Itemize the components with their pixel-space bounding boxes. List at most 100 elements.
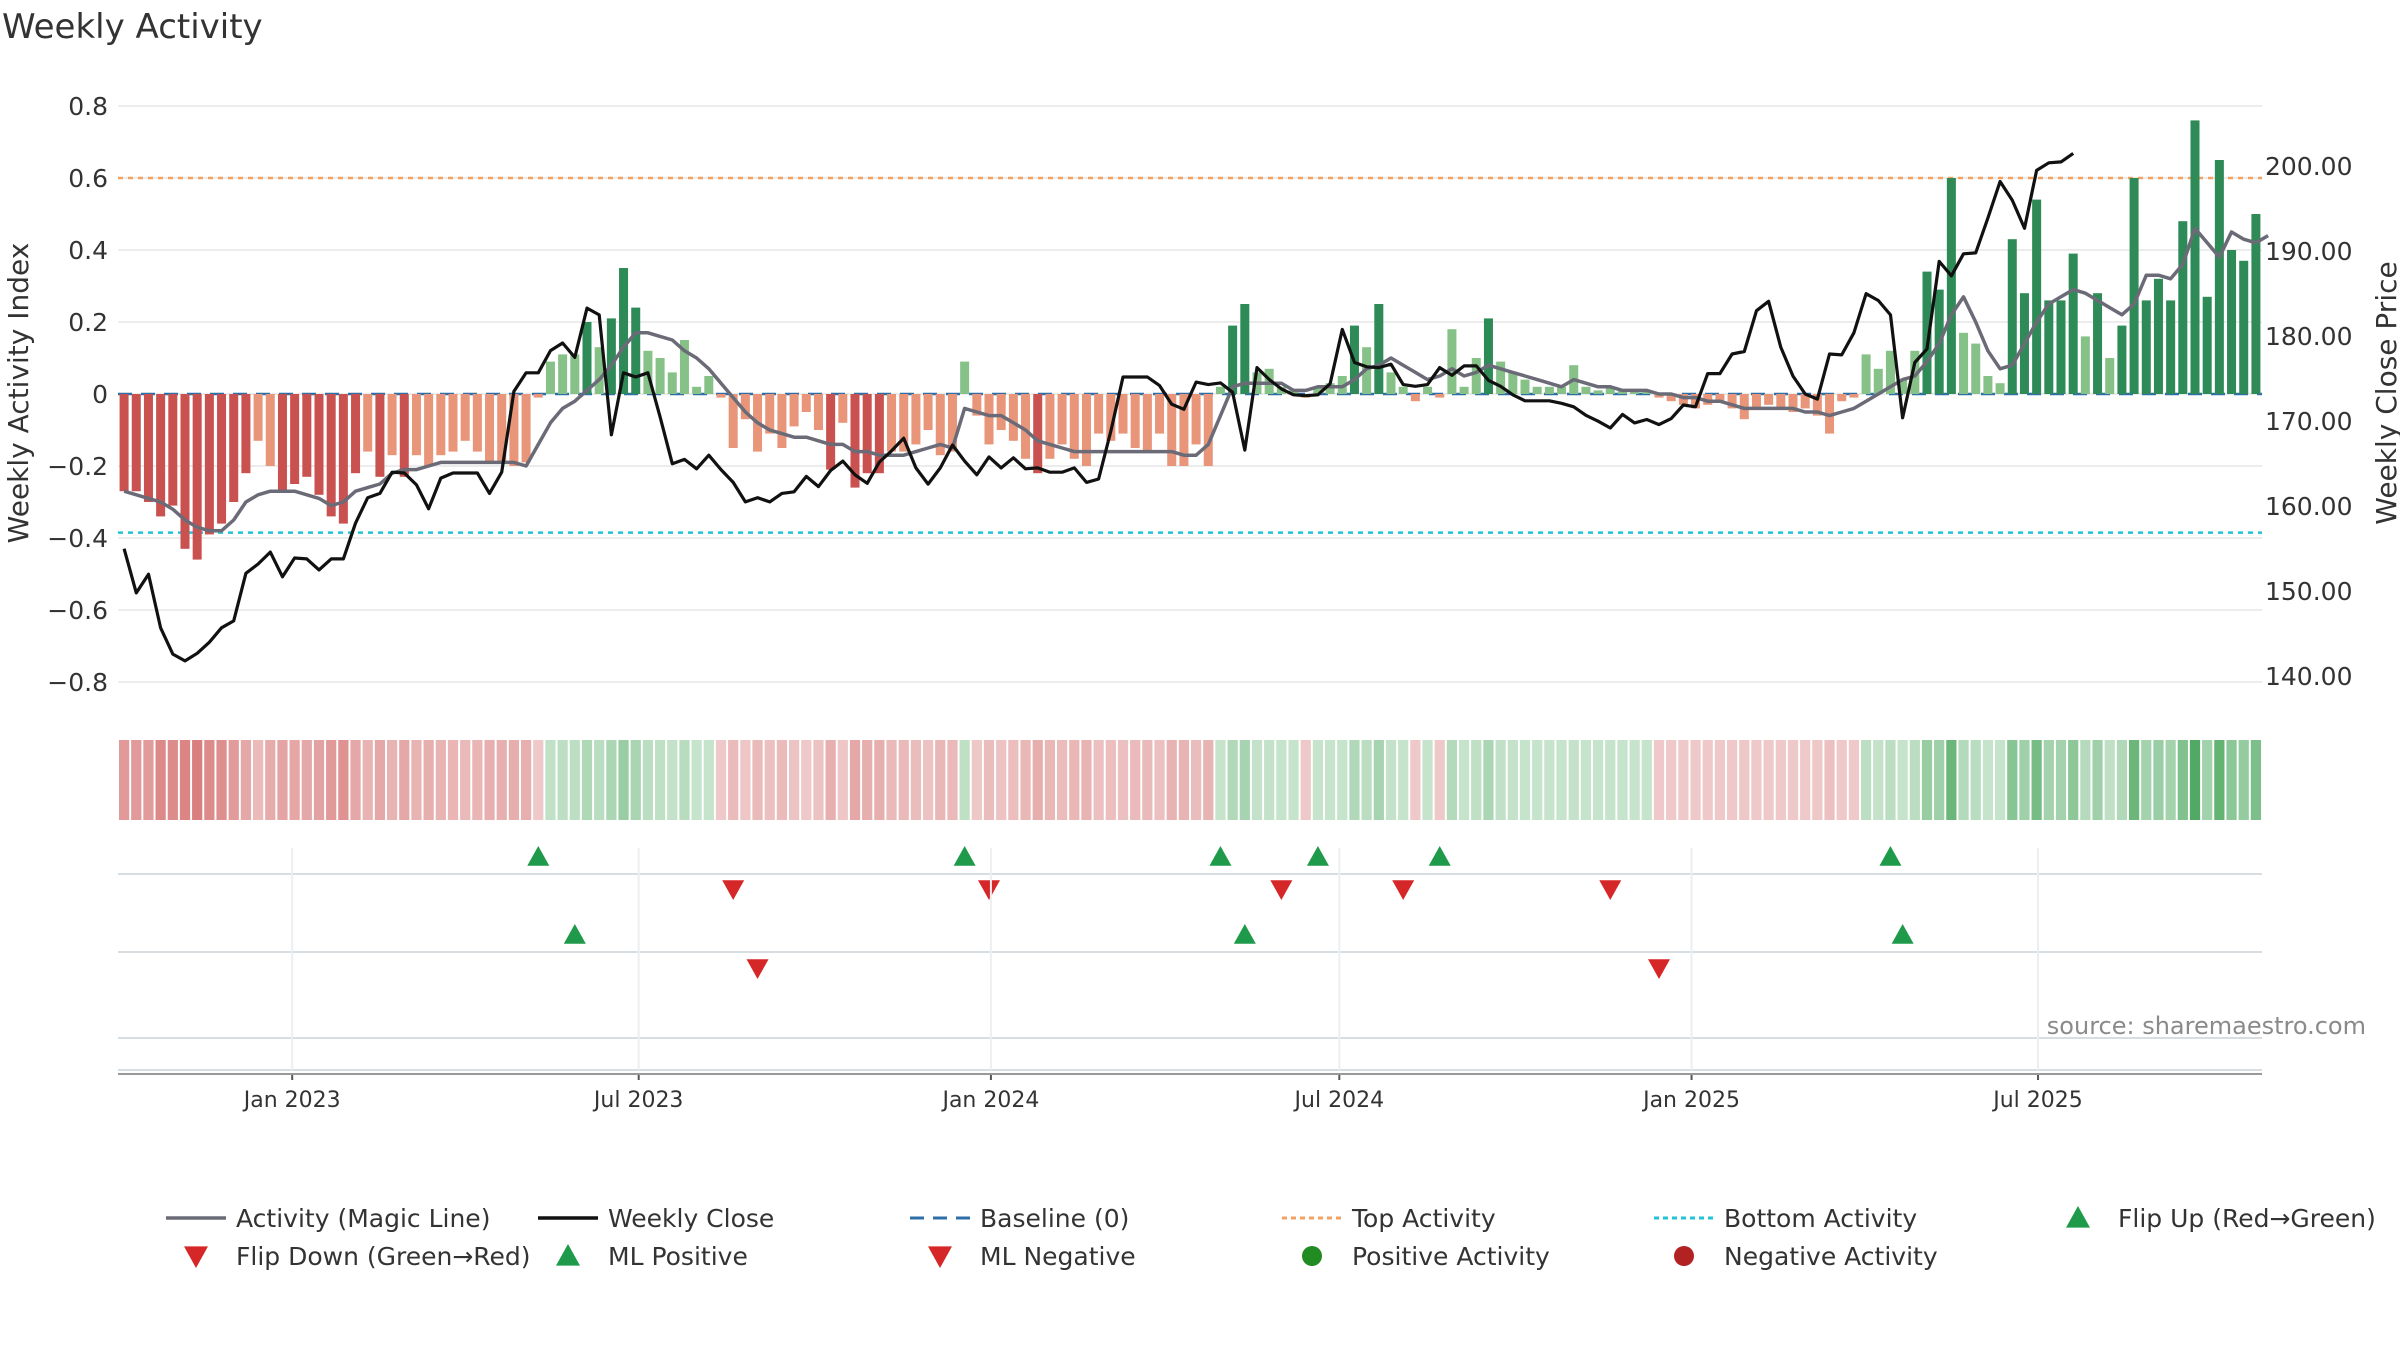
heat-cell: [959, 740, 970, 820]
legend-label: Positive Activity: [1352, 1242, 1550, 1271]
heat-cell: [2153, 740, 2164, 820]
activity-bar: [217, 394, 227, 524]
activity-bar: [1045, 394, 1055, 459]
activity-bar: [1459, 386, 1469, 394]
activity-bar: [582, 322, 592, 394]
activity-bar: [424, 394, 434, 466]
heat-cell: [1532, 740, 1543, 820]
activity-bar: [1715, 394, 1725, 402]
heat-cell: [2019, 740, 2030, 820]
heat-cell: [338, 740, 349, 820]
heat-cell: [1726, 740, 1738, 820]
heat-cell: [1093, 740, 1104, 820]
legend-label: Baseline (0): [980, 1204, 1129, 1233]
heat-cell: [1276, 740, 1287, 820]
activity-bar: [2214, 160, 2224, 394]
y2-tick-label: 150.00: [2265, 577, 2352, 606]
heat-cell: [1446, 740, 1458, 820]
activity-bar: [302, 394, 312, 477]
chart-title: Weekly Activity: [2, 7, 263, 47]
activity-bar: [679, 340, 689, 394]
activity-bar: [655, 358, 665, 394]
heat-cell: [606, 740, 617, 820]
y-tick-label: 0.8: [68, 92, 108, 121]
heat-cell: [2031, 740, 2042, 820]
heat-cell: [557, 740, 568, 820]
heat-cell: [1300, 740, 1311, 820]
activity-bar: [1167, 394, 1177, 466]
heat-cell: [2092, 740, 2103, 820]
activity-bar: [545, 361, 555, 394]
heat-cell: [1142, 740, 1153, 820]
activity-bar: [716, 394, 726, 398]
activity-bar: [1325, 383, 1335, 394]
heat-cell: [752, 740, 763, 820]
flip-up-marker: [1306, 846, 1329, 866]
heat-cell: [1751, 740, 1762, 820]
activity-bar: [521, 394, 531, 463]
activity-bar: [1995, 383, 2005, 394]
ml-positive-marker: [1233, 924, 1256, 944]
heat-cell: [1227, 740, 1238, 820]
signal-markers: [118, 846, 2262, 1071]
heat-cell: [1203, 740, 1214, 820]
heat-cell: [1617, 740, 1628, 820]
legend-label: Flip Up (Red→Green): [2118, 1204, 2376, 1233]
activity-bar: [533, 394, 543, 398]
heat-cell: [118, 740, 130, 820]
heat-cell: [2202, 740, 2213, 820]
heat-cell: [2214, 740, 2225, 820]
activity-bar: [1008, 394, 1018, 441]
heat-cell: [1373, 740, 1384, 820]
activity-bar: [1727, 394, 1737, 409]
activity-bar: [1118, 394, 1128, 434]
activity-bar: [131, 394, 141, 492]
heat-cell: [1897, 740, 1908, 820]
activity-bar: [813, 394, 823, 430]
heat-cell: [1324, 740, 1336, 820]
y-tick-label: −0.8: [47, 668, 108, 697]
heat-cell: [825, 740, 836, 820]
activity-bar: [1155, 394, 1165, 434]
activity-bar: [2251, 214, 2261, 394]
heat-cell: [740, 740, 751, 820]
activity-bar: [363, 394, 373, 452]
legend-label: Bottom Activity: [1724, 1204, 1917, 1233]
activity-bar: [351, 394, 361, 474]
heat-cell: [1178, 740, 1190, 820]
heat-cell: [447, 740, 459, 820]
activity-bar: [448, 394, 458, 452]
legend-label: Activity (Magic Line): [236, 1204, 490, 1233]
heat-cell: [1605, 740, 1616, 820]
heat-cell: [1739, 740, 1750, 820]
heat-cell: [1653, 740, 1665, 820]
y2-tick-label: 160.00: [2265, 492, 2352, 521]
activity-bar: [2032, 199, 2042, 394]
y-tick-label: 0.2: [68, 308, 108, 337]
heat-cell: [1166, 740, 1177, 820]
heat-cell: [301, 740, 312, 820]
heat-cell: [240, 740, 252, 820]
heat-cell: [1970, 740, 1981, 820]
activity-bar: [1447, 329, 1457, 394]
heat-cell: [679, 740, 690, 820]
heat-cell: [764, 740, 775, 820]
heat-cell: [1398, 740, 1409, 820]
activity-bar: [265, 394, 275, 466]
activity-bar: [996, 394, 1006, 430]
heat-cell: [1848, 740, 1860, 820]
activity-bar: [1776, 394, 1786, 409]
legend-item: Baseline (0): [910, 1204, 1129, 1233]
activity-bar: [1532, 386, 1542, 394]
activity-bar: [2093, 293, 2103, 394]
y-tick-label: 0: [92, 380, 108, 409]
legend-item: Flip Up (Red→Green): [2066, 1204, 2376, 1233]
heat-cell: [1337, 740, 1348, 820]
legend: Activity (Magic Line) Weekly Close Baselin…: [166, 1204, 2376, 1271]
activity-bar: [180, 394, 190, 549]
y2-axis-label: Weekly Close Price: [2370, 261, 2400, 524]
activity-bar: [1885, 350, 1895, 394]
y2-tick-label: 200.00: [2265, 152, 2352, 181]
activity-bar: [1544, 386, 1554, 394]
activity-bar: [862, 394, 872, 474]
